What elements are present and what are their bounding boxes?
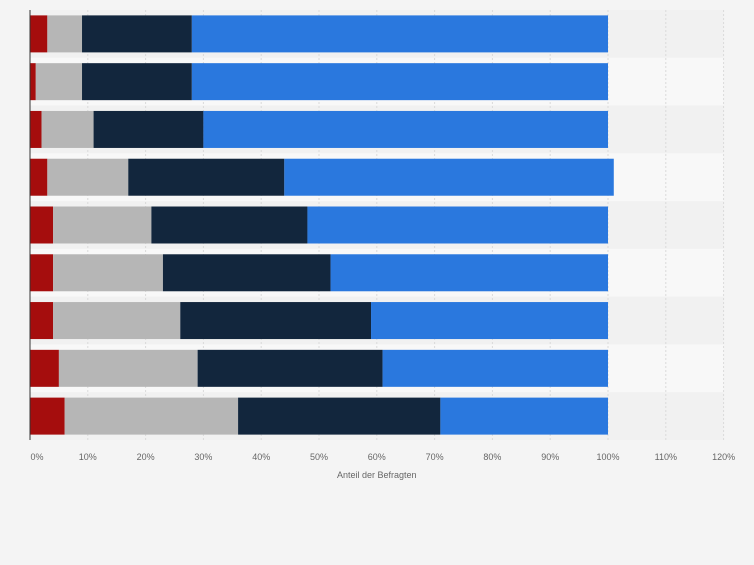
x-tick-label: 90%: [541, 452, 559, 462]
bar-segment: [30, 15, 48, 53]
bar-segment: [203, 110, 608, 148]
bar-segment: [82, 63, 192, 101]
bar-segment: [197, 349, 383, 387]
x-tick-label: 10%: [79, 452, 97, 462]
x-tick-label: 70%: [426, 452, 444, 462]
bar-segment: [180, 302, 372, 340]
bar-segment: [41, 110, 94, 148]
bar-segment: [330, 254, 608, 292]
bar-segment: [30, 254, 54, 292]
bar-segment: [30, 349, 59, 387]
bar-segment: [30, 397, 65, 435]
x-tick-label: 110%: [655, 452, 677, 462]
bar-segment: [371, 302, 608, 340]
bar-segment: [58, 349, 198, 387]
bar-segment: [35, 63, 83, 101]
bar-segment: [307, 206, 608, 244]
bar-segment: [151, 206, 308, 244]
bar-segment: [64, 397, 239, 435]
bar-segment: [47, 158, 129, 196]
x-tick-label: 100%: [596, 452, 619, 462]
bar-segment: [53, 302, 181, 340]
x-tick-label: 60%: [368, 452, 386, 462]
bar-segment: [53, 206, 152, 244]
bar-segment: [53, 254, 163, 292]
bar-segment: [191, 15, 608, 53]
bar-segment: [440, 397, 608, 435]
x-tick-label: 40%: [252, 452, 270, 462]
x-axis-title: Anteil der Befragten: [337, 470, 417, 480]
bar-segment: [30, 206, 54, 244]
bar-segment: [30, 302, 54, 340]
bar-segment: [191, 63, 608, 101]
bar-segment: [30, 63, 36, 101]
bar-segment: [238, 397, 441, 435]
bar-segment: [30, 110, 42, 148]
bar-segment: [128, 158, 285, 196]
x-tick-label: 20%: [137, 452, 155, 462]
bar-segment: [82, 15, 192, 53]
bar-segment: [284, 158, 614, 196]
bar-segment: [47, 15, 83, 53]
x-tick-label: 80%: [483, 452, 501, 462]
bar-segment: [93, 110, 204, 148]
x-tick-label: 30%: [194, 452, 212, 462]
bar-segment: [162, 254, 331, 292]
x-tick-label: 50%: [310, 452, 328, 462]
x-tick-label: 120%: [712, 452, 735, 462]
bar-segment: [30, 158, 48, 196]
bar-segment: [382, 349, 608, 387]
x-tick-label: 0%: [30, 452, 43, 462]
